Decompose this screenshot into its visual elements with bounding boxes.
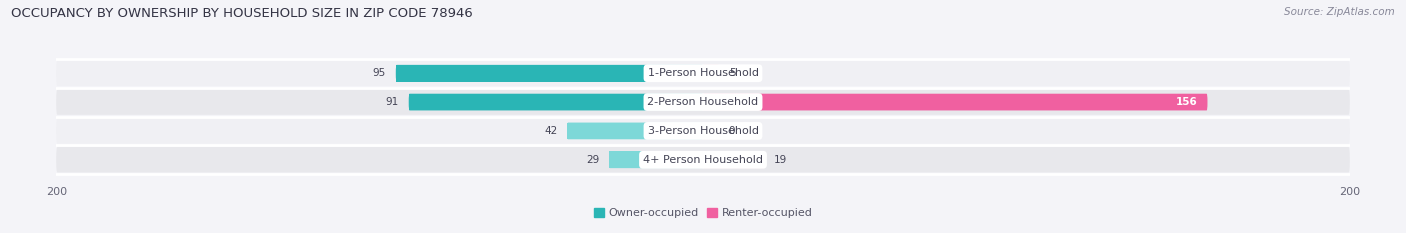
FancyBboxPatch shape xyxy=(703,123,713,139)
Text: Source: ZipAtlas.com: Source: ZipAtlas.com xyxy=(1284,7,1395,17)
FancyBboxPatch shape xyxy=(703,65,720,82)
Text: OCCUPANCY BY OWNERSHIP BY HOUSEHOLD SIZE IN ZIP CODE 78946: OCCUPANCY BY OWNERSHIP BY HOUSEHOLD SIZE… xyxy=(11,7,472,20)
Bar xyxy=(396,65,703,82)
Text: 1-Person Household: 1-Person Household xyxy=(648,68,758,78)
Bar xyxy=(609,151,703,168)
Bar xyxy=(409,94,703,110)
Text: 5: 5 xyxy=(728,68,735,78)
FancyBboxPatch shape xyxy=(409,94,703,110)
Text: 0: 0 xyxy=(728,126,735,136)
Text: 19: 19 xyxy=(775,155,787,165)
Text: 42: 42 xyxy=(544,126,558,136)
FancyBboxPatch shape xyxy=(56,61,1350,86)
Text: 29: 29 xyxy=(586,155,599,165)
Text: 95: 95 xyxy=(373,68,387,78)
Bar xyxy=(567,123,703,139)
FancyBboxPatch shape xyxy=(396,65,703,82)
FancyBboxPatch shape xyxy=(703,151,765,168)
FancyBboxPatch shape xyxy=(56,89,1350,115)
Text: 3-Person Household: 3-Person Household xyxy=(648,126,758,136)
Text: 2-Person Household: 2-Person Household xyxy=(647,97,759,107)
FancyBboxPatch shape xyxy=(703,94,1208,110)
Legend: Owner-occupied, Renter-occupied: Owner-occupied, Renter-occupied xyxy=(589,203,817,223)
Text: 4+ Person Household: 4+ Person Household xyxy=(643,155,763,165)
FancyBboxPatch shape xyxy=(567,123,703,139)
FancyBboxPatch shape xyxy=(609,151,703,168)
Text: 156: 156 xyxy=(1175,97,1198,107)
FancyBboxPatch shape xyxy=(56,147,1350,172)
Text: 91: 91 xyxy=(385,97,399,107)
FancyBboxPatch shape xyxy=(56,118,1350,144)
